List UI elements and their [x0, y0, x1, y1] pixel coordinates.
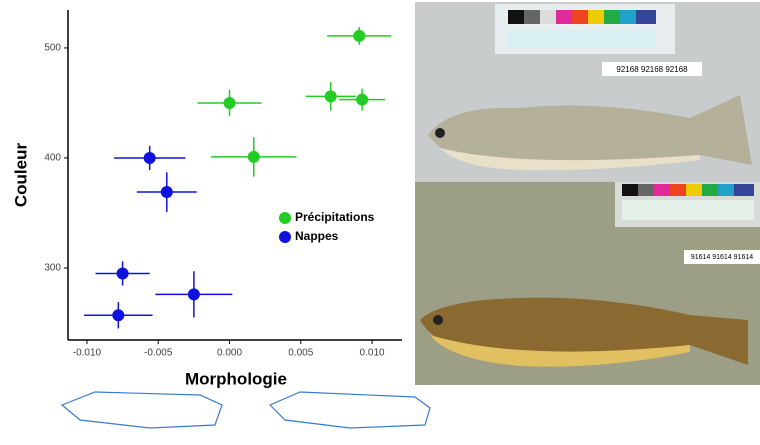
point — [160, 186, 173, 199]
photo-bottom: 91614 91614 91614 — [415, 182, 760, 385]
legend-marker — [279, 231, 291, 243]
point — [324, 90, 337, 103]
y-tick-label: 400 — [44, 153, 61, 164]
x-tick-label: 0.000 — [217, 348, 242, 359]
point — [187, 288, 200, 301]
point — [247, 150, 260, 163]
x-axis-label: Morphologie — [185, 369, 287, 388]
x-tick-label: -0.010 — [73, 348, 102, 359]
legend-label: Nappes — [295, 229, 339, 243]
photo-tag: 92168 92168 92168 — [616, 65, 688, 74]
x-tick-label: -0.005 — [144, 348, 173, 359]
legend-marker — [279, 212, 291, 224]
point — [223, 96, 236, 109]
legend-label: Précipitations — [295, 210, 375, 224]
photo-tag: 91614 91614 91614 — [691, 254, 753, 261]
photo-top: 92168 92168 92168 — [415, 2, 760, 182]
point — [143, 151, 156, 164]
shape-outline — [60, 391, 431, 429]
point — [353, 29, 366, 42]
chart: 300 400 500 -0.010 -0.005 0.000 0.005 0.010 Préc… — [44, 10, 402, 359]
y-axis-label: Couleur — [11, 143, 30, 208]
point — [356, 93, 369, 106]
x-tick-label: 0.010 — [360, 348, 385, 359]
y-tick-label: 500 — [44, 43, 61, 54]
point — [116, 267, 129, 280]
x-tick-label: 0.005 — [288, 348, 313, 359]
point — [112, 309, 125, 322]
y-tick-label: 300 — [44, 263, 61, 274]
